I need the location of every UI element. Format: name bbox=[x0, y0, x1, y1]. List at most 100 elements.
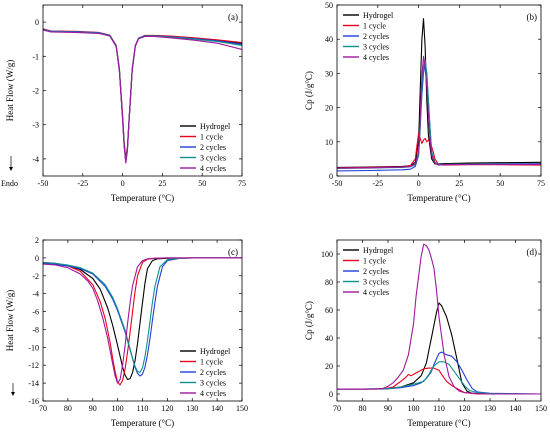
x-tick-label: 50 bbox=[198, 179, 206, 188]
x-tick-label: 120 bbox=[161, 404, 173, 413]
x-tick-label: -50 bbox=[332, 179, 343, 188]
x-tick-label: 90 bbox=[89, 404, 97, 413]
legend-label: 4 cycles bbox=[200, 389, 226, 398]
plot-frame bbox=[42, 4, 243, 177]
y-tick-label: 20 bbox=[325, 362, 333, 371]
legend-label: 3 cycles bbox=[200, 154, 226, 163]
series-line-2-cycles bbox=[43, 257, 242, 377]
x-tick-label: 140 bbox=[211, 404, 223, 413]
legend-label: 4 cycles bbox=[200, 164, 226, 173]
x-tick-label: 150 bbox=[535, 404, 547, 413]
y-tick-label: -16 bbox=[28, 397, 39, 406]
y-tick-label: 0 bbox=[329, 390, 333, 399]
legend-label: Hydrogel bbox=[200, 122, 231, 131]
series-line-4-cycles bbox=[43, 29, 242, 164]
y-tick-label: -2 bbox=[32, 87, 39, 96]
series-line-2-cycles bbox=[337, 351, 541, 395]
series-line-hydrogel bbox=[337, 18, 541, 168]
series-line-hydrogel bbox=[43, 257, 242, 381]
x-tick-label: 80 bbox=[359, 404, 367, 413]
x-tick-label: 50 bbox=[496, 179, 504, 188]
panel-c: 70 80 90 100 110 120 130 140 150 2 0 -2 -4 -6 -8 -10 -12… bbox=[5, 236, 248, 428]
series-line-2-cycles bbox=[43, 28, 242, 163]
y-axis-title: Cp (J/g°C) bbox=[304, 301, 314, 340]
endo-arrow-head bbox=[9, 167, 13, 171]
x-tick-label: 0 bbox=[121, 179, 125, 188]
series-line-4-cycles bbox=[337, 243, 541, 395]
y-tick-label: 0 bbox=[35, 254, 39, 263]
series-line-1-cycle bbox=[337, 367, 541, 395]
y-tick-label: 40 bbox=[325, 35, 333, 44]
legend-label: 3 cycles bbox=[363, 278, 389, 287]
x-tick-label: 25 bbox=[455, 179, 463, 188]
legend-label: 2 cycles bbox=[200, 143, 226, 152]
series-line-2-cycles bbox=[337, 62, 541, 172]
x-tick-label: 120 bbox=[459, 404, 471, 413]
legend-label: Hydrogel bbox=[200, 347, 231, 356]
series-line-3-cycles bbox=[337, 59, 541, 170]
panel-a: -50 -25 0 25 50 75 0 -1 -2 -3 -4 (a) Temperature (°C… bbox=[1, 4, 246, 203]
series-line-4-cycles bbox=[337, 55, 541, 169]
plot-frame bbox=[336, 239, 542, 402]
y-axis-title: Heat Flow (W/g) bbox=[5, 290, 15, 351]
x-tick-label: 110 bbox=[137, 404, 149, 413]
y-axis-title: Cp (J/g°C) bbox=[304, 71, 314, 110]
x-tick-label: 150 bbox=[236, 404, 248, 413]
legend-label: 1 cycle bbox=[200, 133, 223, 142]
y-axis-title: Heat Flow (W/g) bbox=[5, 60, 15, 121]
y-tick-label: 20 bbox=[325, 104, 333, 113]
x-tick-label: 0 bbox=[417, 179, 421, 188]
x-tick-label: -25 bbox=[77, 179, 88, 188]
x-axis-title: Temperature (°C) bbox=[407, 418, 470, 428]
y-tick-label: 80 bbox=[325, 278, 333, 287]
legend-label: 4 cycles bbox=[363, 288, 389, 297]
y-tick-label: -10 bbox=[28, 343, 39, 352]
x-axis-title: Temperature (°C) bbox=[407, 193, 470, 203]
series-line-3-cycles bbox=[337, 361, 541, 395]
y-tick-label: 100 bbox=[321, 250, 333, 259]
legend-label: Hydrogel bbox=[363, 11, 394, 20]
x-tick-label: -25 bbox=[372, 179, 383, 188]
y-tick-label: -8 bbox=[32, 325, 39, 334]
x-tick-label: 25 bbox=[158, 179, 166, 188]
x-tick-label: 100 bbox=[112, 404, 124, 413]
x-tick-label: -50 bbox=[38, 179, 49, 188]
legend-label: 3 cycles bbox=[200, 379, 226, 388]
x-tick-label: 130 bbox=[186, 404, 198, 413]
panel-label: (d) bbox=[527, 247, 538, 257]
legend-label: 3 cycles bbox=[363, 43, 389, 52]
y-tick-label: -12 bbox=[28, 361, 39, 370]
legend-label: Hydrogel bbox=[363, 246, 394, 255]
y-tick-label: -6 bbox=[32, 308, 39, 317]
panel-b: -50 -25 0 25 50 75 0 10 20 30 40 50 (b) Temperature (… bbox=[304, 1, 545, 203]
legend-label: 2 cycles bbox=[363, 267, 389, 276]
legend-label: 1 cycle bbox=[363, 22, 386, 31]
x-tick-label: 70 bbox=[333, 404, 341, 413]
y-tick-label: 0 bbox=[35, 18, 39, 27]
y-tick-label: -1 bbox=[32, 52, 39, 61]
y-tick-label: -2 bbox=[32, 272, 39, 281]
legend-label: 2 cycles bbox=[200, 368, 226, 377]
x-tick-label: 80 bbox=[64, 404, 72, 413]
plot-frame bbox=[42, 239, 243, 402]
legend-label: 4 cycles bbox=[363, 53, 389, 62]
legend-label: 1 cycle bbox=[363, 257, 386, 266]
y-tick-label: 0 bbox=[329, 172, 333, 181]
y-tick-label: 50 bbox=[325, 1, 333, 10]
x-tick-label: 130 bbox=[484, 404, 496, 413]
x-tick-label: 90 bbox=[384, 404, 392, 413]
x-tick-label: 75 bbox=[238, 179, 246, 188]
legend-label: 1 cycle bbox=[200, 358, 223, 367]
x-tick-label: 100 bbox=[408, 404, 420, 413]
panel-d: 70 80 90 100 110 120 130 140 150 0 20 40 60 80 100 (d) T… bbox=[304, 239, 547, 428]
panel-label: (b) bbox=[527, 12, 538, 22]
y-tick-label: -4 bbox=[32, 290, 39, 299]
plot-frame bbox=[336, 4, 542, 177]
y-tick-label: 30 bbox=[325, 69, 333, 78]
x-tick-label: 140 bbox=[510, 404, 522, 413]
